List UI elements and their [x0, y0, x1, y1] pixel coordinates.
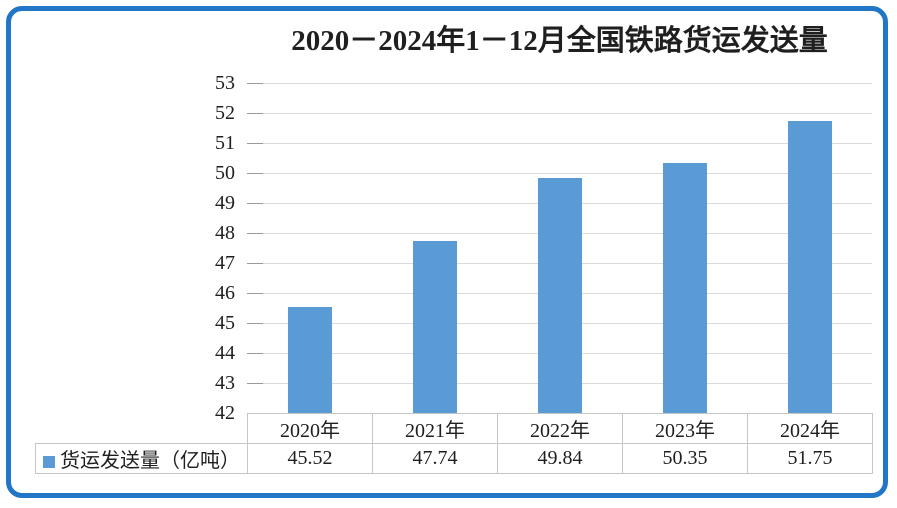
year-cell: 2023年 [622, 413, 748, 444]
year-cell: 2020年 [247, 413, 373, 444]
y-axis-label: 49 [215, 192, 235, 214]
value-cell: 45.52 [247, 443, 373, 474]
table-blank-cell [36, 414, 248, 444]
y-axis-tick [247, 233, 263, 234]
table-row-values: 货运发送量（亿吨） 45.52 47.74 49.84 50.35 51.75 [35, 443, 873, 474]
plot-area [247, 83, 872, 413]
y-axis-label: 47 [215, 252, 235, 274]
legend-swatch-icon [43, 456, 55, 468]
y-axis-tick [247, 83, 263, 84]
year-cell: 2024年 [747, 413, 873, 444]
y-axis-tick [247, 143, 263, 144]
y-axis-tick [247, 113, 263, 114]
y-axis-label: 48 [215, 222, 235, 244]
year-cell: 2021年 [372, 413, 498, 444]
y-axis-tick [247, 203, 263, 204]
y-axis-label: 46 [215, 282, 235, 304]
gridline [247, 113, 872, 114]
legend-label: 货运发送量（亿吨） [60, 450, 240, 472]
y-axis-tick [247, 293, 263, 294]
y-axis-label: 44 [215, 342, 235, 364]
y-axis-label: 43 [215, 372, 235, 394]
table-row-years: 2020年 2021年 2022年 2023年 2024年 [36, 413, 873, 444]
y-axis-label: 53 [215, 72, 235, 94]
bar-2021年 [412, 240, 457, 413]
y-axis-tick [247, 263, 263, 264]
value-cell: 47.74 [372, 443, 498, 474]
gridline [247, 83, 872, 84]
y-axis-label: 52 [215, 102, 235, 124]
bar-2020年 [287, 307, 332, 413]
value-cell: 49.84 [497, 443, 623, 474]
bar-2024年 [787, 120, 832, 413]
bar-2023年 [662, 162, 707, 413]
year-cell: 2022年 [497, 413, 623, 444]
y-axis-label: 45 [215, 312, 235, 334]
y-axis-tick [247, 353, 263, 354]
y-axis-label: 50 [215, 162, 235, 184]
chart-title: 2020－2024年1－12月全国铁路货运发送量 [291, 25, 828, 57]
gridline [247, 143, 872, 144]
y-axis-label: 51 [215, 132, 235, 154]
gridline [247, 173, 872, 174]
y-axis-tick [247, 383, 263, 384]
bar-2022年 [537, 177, 582, 413]
value-cell: 50.35 [622, 443, 748, 474]
y-axis-tick [247, 173, 263, 174]
legend-cell: 货运发送量（亿吨） [35, 443, 248, 474]
data-table: 2020年 2021年 2022年 2023年 2024年 货运发送量（亿吨） 45.5… [35, 413, 873, 474]
y-axis-tick [247, 323, 263, 324]
y-axis-label: 42 [215, 402, 235, 424]
value-cell: 51.75 [747, 443, 873, 474]
